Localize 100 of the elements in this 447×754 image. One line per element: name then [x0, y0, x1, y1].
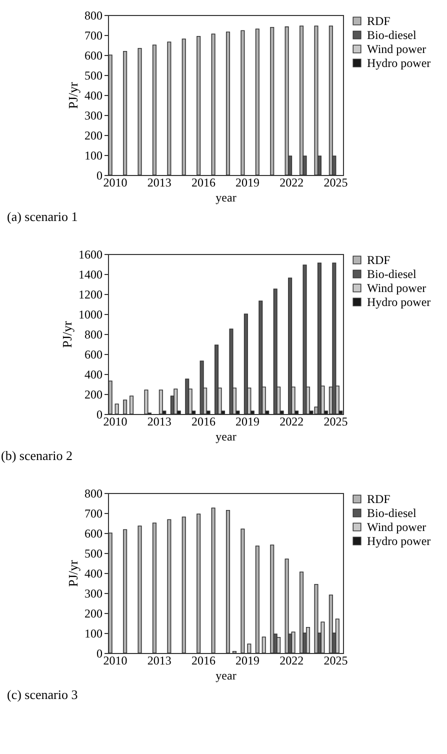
bar	[328, 26, 333, 176]
legend-label: Wind power	[367, 281, 426, 295]
bar	[320, 622, 325, 654]
text: (b) scenario 2	[1, 448, 72, 463]
bar	[244, 314, 248, 414]
x-tick-label: 2019	[236, 414, 260, 428]
bar	[138, 526, 142, 654]
y-tick-label: 400	[84, 88, 102, 102]
x-tick-label: 2022	[280, 176, 304, 190]
bar	[328, 594, 333, 654]
x-axis-title: year	[216, 430, 236, 444]
text: (a) scenario 1	[7, 209, 78, 224]
legend-label: Wind power	[367, 520, 426, 534]
bar	[300, 26, 304, 176]
x-tick-label: 2010	[103, 176, 128, 190]
bar	[332, 262, 336, 414]
y-tick-label: 0	[96, 168, 102, 182]
y-tick-label: 400	[84, 566, 102, 580]
bar	[108, 532, 112, 654]
y-tick-label: 1000	[78, 308, 102, 322]
x-tick-label: 2022	[280, 654, 304, 668]
bar	[138, 48, 142, 176]
legend-label: RDF	[367, 253, 391, 267]
legend-label: RDF	[367, 14, 391, 28]
bar	[273, 288, 278, 414]
y-tick-label: 500	[84, 546, 102, 560]
bar	[123, 400, 128, 414]
y-axis-title: PJ/yr	[66, 81, 80, 109]
bar	[108, 54, 112, 176]
bar	[108, 380, 112, 414]
bar	[270, 544, 274, 654]
bar	[123, 51, 128, 176]
x-tick-label: 2016	[191, 176, 216, 190]
bar	[314, 26, 318, 176]
y-tick-label: 100	[84, 626, 102, 640]
y-tick-label: 1400	[78, 268, 102, 282]
y-tick-label: 300	[84, 108, 102, 122]
bar	[335, 618, 340, 654]
y-tick-label: 600	[84, 348, 102, 362]
y-tick-label: 600	[84, 526, 102, 540]
bar	[152, 522, 156, 654]
x-tick-label: 2019	[236, 654, 260, 668]
bar	[255, 28, 260, 176]
text: (c) scenario 3	[7, 687, 78, 702]
x-tick-label: 2013	[147, 654, 172, 668]
bar	[196, 36, 201, 176]
bar	[284, 26, 289, 176]
bar	[284, 558, 289, 654]
y-tick-label: 800	[84, 8, 102, 22]
y-tick-label: 600	[84, 48, 102, 62]
y-tick-label: 500	[84, 68, 102, 82]
bar	[317, 262, 322, 414]
bar	[130, 396, 134, 414]
y-tick-label: 200	[84, 606, 102, 620]
x-tick-label: 2013	[147, 176, 172, 190]
legend-label: Bio-diesel	[367, 506, 417, 520]
bar	[226, 32, 230, 176]
bar	[185, 378, 190, 414]
y-tick-label: 700	[84, 28, 102, 42]
x-tick-label: 2019	[236, 176, 260, 190]
bar	[240, 528, 245, 654]
bar	[300, 572, 304, 654]
y-tick-label: 700	[84, 506, 102, 520]
legend-label: RDF	[367, 492, 391, 506]
bar	[196, 514, 201, 654]
bar	[288, 278, 292, 414]
x-tick-label: 2010	[103, 414, 128, 428]
bar	[258, 300, 263, 414]
bar	[152, 44, 156, 176]
bar	[182, 38, 186, 176]
bar	[114, 404, 119, 414]
bar	[211, 508, 216, 654]
y-tick-label: 400	[84, 368, 102, 382]
bar	[174, 388, 178, 414]
y-axis-title: PJ/yr	[66, 559, 80, 587]
bar	[226, 510, 230, 654]
x-tick-label: 2022	[280, 414, 304, 428]
y-tick-label: 0	[96, 408, 102, 422]
y-axis-title: PJ/yr	[60, 320, 74, 348]
legend-label: Wind power	[367, 42, 426, 56]
bar	[270, 27, 274, 176]
bar	[182, 516, 186, 654]
bar	[144, 390, 148, 414]
y-tick-label: 100	[84, 148, 102, 162]
bar	[167, 519, 172, 654]
bar	[302, 264, 307, 414]
x-axis-title: year	[216, 190, 236, 204]
y-tick-label: 0	[96, 646, 102, 660]
x-tick-label: 2016	[191, 654, 216, 668]
bar	[167, 42, 172, 176]
y-tick-label: 800	[84, 486, 102, 500]
bar	[255, 546, 260, 654]
bar	[247, 644, 252, 654]
x-tick-label: 2025	[324, 414, 348, 428]
y-tick-label: 1200	[78, 288, 102, 302]
x-tick-label: 2025	[324, 176, 348, 190]
bar	[214, 344, 219, 414]
y-tick-label: 300	[84, 586, 102, 600]
legend-label: Hydro power	[367, 56, 431, 70]
bar	[240, 30, 245, 176]
